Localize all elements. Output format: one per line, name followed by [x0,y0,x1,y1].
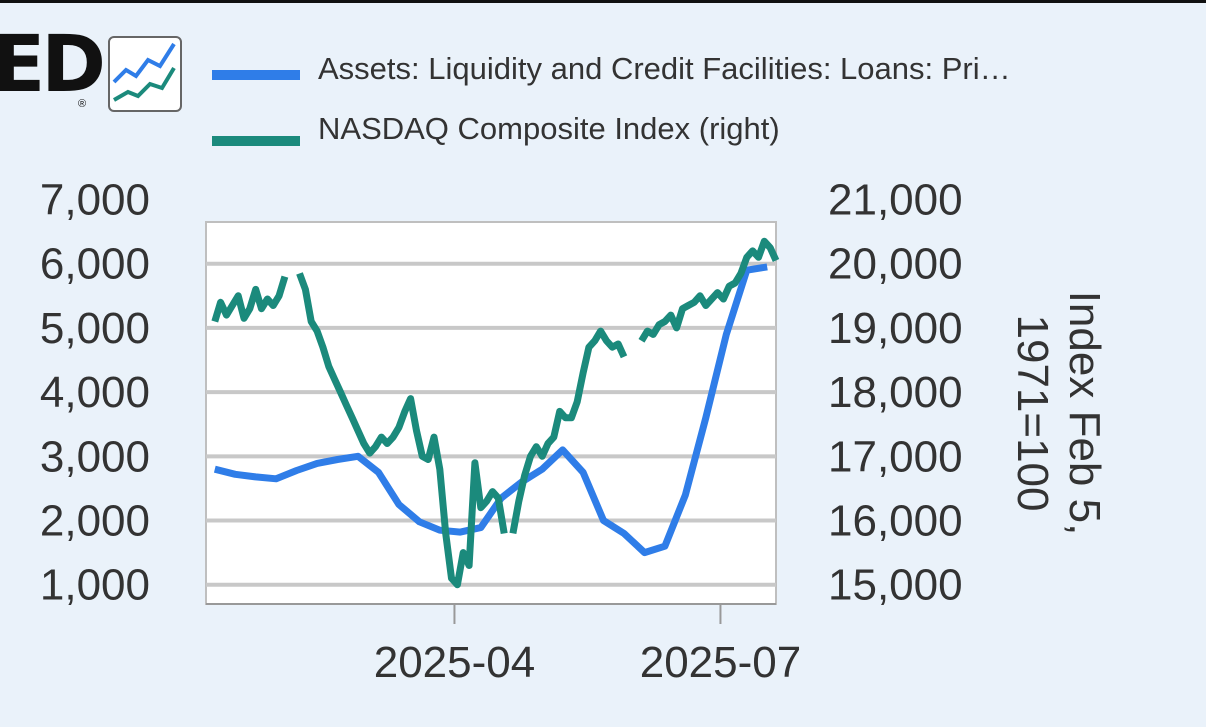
right-axis-ticks: 15,000 16,000 17,000 18,000 19,000 20,000 21,0… [828,176,963,610]
left-tick-label: 5,000 [40,304,150,353]
x-tick-label: 2025-04 [374,638,535,687]
legend-swatch-nasdaq [212,136,300,146]
series-line-loans[interactable] [213,263,768,557]
line-chart-icon[interactable] [108,36,182,112]
fred-logo-text[interactable]: ED [0,20,106,110]
plot-area [205,221,777,605]
legend-label-nasdaq: NASDAQ Composite Index (right) [318,111,780,146]
series-line-nasdaq-segment[interactable] [211,275,289,323]
series-line-nasdaq-segment[interactable] [509,327,628,535]
left-tick-label: 6,000 [40,240,150,289]
left-tick-label: 1,000 [40,561,150,610]
x-axis-ticks: 2025-04 2025-07 [374,604,801,687]
left-tick-label: 3,000 [40,432,150,481]
series-line-nasdaq-segment[interactable] [296,272,508,589]
left-tick-label: 4,000 [40,368,150,417]
right-tick-label: 15,000 [828,561,963,610]
legend-label-loans: Assets: Liquidity and Credit Facilities:… [318,51,1011,86]
left-tick-label: 2,000 [40,497,150,546]
right-tick-label: 19,000 [828,304,963,353]
right-tick-label: 21,000 [828,176,963,225]
left-tick-label: 7,000 [40,176,150,225]
right-tick-label: 16,000 [828,497,963,546]
gridlines [206,261,776,587]
registered-mark: ® [78,98,87,110]
right-axis-title: Index Feb 5,1971=100 [1008,291,1109,536]
legend-swatch-loans [212,70,300,80]
left-axis-ticks: 1,000 2,000 3,000 4,000 5,000 6,000 7,000 [40,176,150,610]
right-tick-label: 20,000 [828,240,963,289]
top-border [0,0,1206,3]
x-tick-label: 2025-07 [640,638,801,687]
right-tick-label: 17,000 [828,432,963,481]
series-lines [211,237,780,589]
right-tick-label: 18,000 [828,368,963,417]
series-line-nasdaq-segment[interactable] [638,237,780,343]
